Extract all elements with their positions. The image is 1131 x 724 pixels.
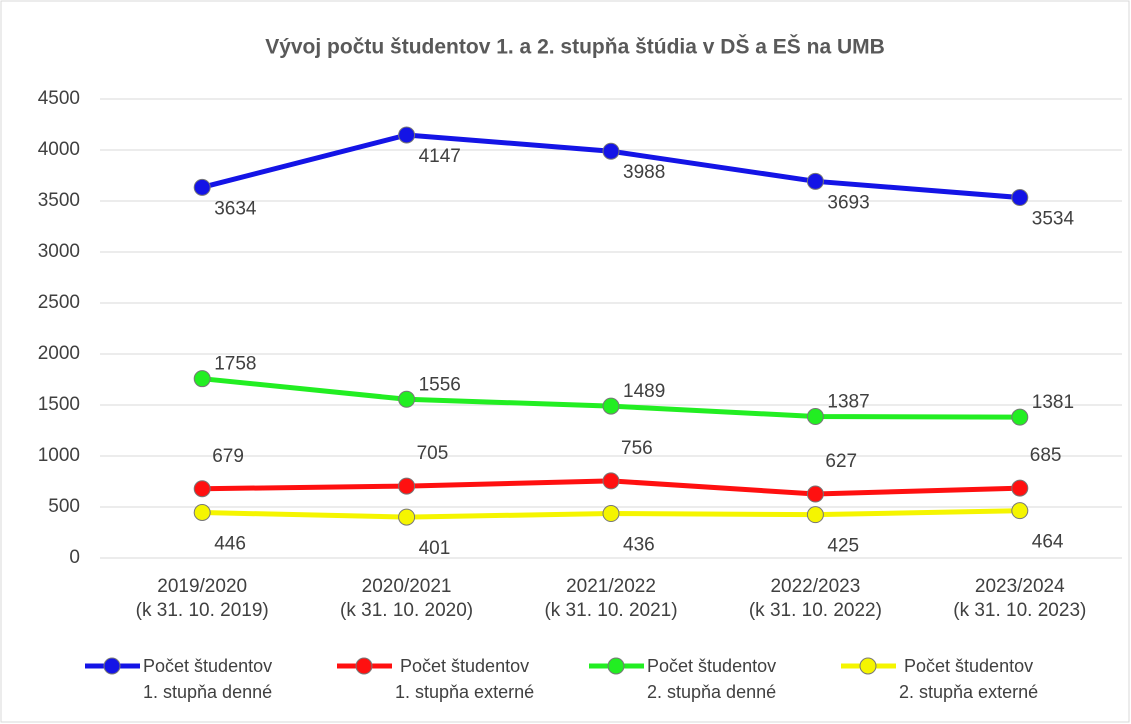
data-label: 1387: [827, 392, 869, 413]
legend-label: Počet študentov 2. stupňa externé: [899, 656, 1039, 702]
y-tick-label: 3500: [38, 190, 80, 211]
data-label: 1381: [1032, 392, 1074, 413]
data-label: 436: [623, 535, 655, 556]
y-tick-label: 4500: [38, 88, 80, 109]
data-label: 446: [214, 534, 246, 555]
legend-label: Počet študentov 2. stupňa denné: [647, 656, 777, 702]
marker: [602, 505, 620, 523]
marker: [193, 178, 211, 196]
marker: [1011, 502, 1029, 520]
data-label: 3988: [623, 162, 665, 183]
legend-label: Počet študentov 1. stupňa externé: [395, 656, 535, 702]
marker: [193, 370, 211, 388]
marker: [806, 408, 824, 426]
marker: [806, 506, 824, 524]
y-tick-label: 4000: [38, 139, 80, 160]
marker: [806, 172, 824, 190]
x-tick-label: 2019/2020 (k 31. 10. 2019): [135, 576, 269, 621]
marker: [398, 390, 416, 408]
legend-marker: [607, 657, 625, 675]
marker: [1011, 479, 1029, 497]
data-label: 4147: [419, 146, 461, 167]
marker: [602, 397, 620, 415]
data-label: 3634: [214, 198, 257, 219]
data-label: 401: [419, 538, 451, 559]
data-label: 685: [1030, 445, 1062, 466]
marker: [602, 472, 620, 490]
data-label: 679: [212, 446, 244, 467]
marker: [398, 126, 416, 144]
marker: [1011, 189, 1029, 207]
y-tick-label: 2500: [38, 292, 80, 313]
marker: [193, 504, 211, 522]
y-tick-label: 0: [69, 547, 80, 568]
y-tick-label: 500: [48, 496, 80, 517]
data-label: 1489: [623, 381, 665, 402]
data-label: 3693: [827, 192, 869, 213]
marker: [806, 485, 824, 503]
x-tick-label: 2022/2023 (k 31. 10. 2022): [748, 576, 882, 621]
marker: [1011, 408, 1029, 426]
data-label: 1556: [419, 374, 461, 395]
data-label: 425: [827, 536, 859, 557]
data-label: 1758: [214, 354, 256, 375]
x-tick-label: 2020/2021 (k 31. 10. 2020): [340, 576, 474, 621]
marker: [398, 508, 416, 526]
y-tick-label: 2000: [38, 343, 80, 364]
legend-marker: [859, 657, 877, 675]
y-tick-label: 1000: [38, 445, 80, 466]
data-label: 3534: [1032, 209, 1075, 230]
x-tick-label: 2021/2022 (k 31. 10. 2021): [544, 576, 678, 621]
marker: [602, 142, 620, 160]
legend-marker: [103, 657, 121, 675]
data-label: 627: [825, 451, 857, 472]
x-tick-label: 2023/2024 (k 31. 10. 2023): [953, 576, 1087, 621]
data-label: 464: [1032, 532, 1064, 553]
y-tick-label: 1500: [38, 394, 80, 415]
y-tick-label: 3000: [38, 241, 80, 262]
marker: [193, 480, 211, 498]
data-label: 705: [417, 443, 449, 464]
data-label: 756: [621, 438, 653, 459]
marker: [398, 477, 416, 495]
legend-marker: [355, 657, 373, 675]
chart-title: Vývoj počtu študentov 1. a 2. stupňa štú…: [265, 35, 885, 59]
legend-label: Počet študentov 1. stupňa denné: [143, 656, 273, 702]
